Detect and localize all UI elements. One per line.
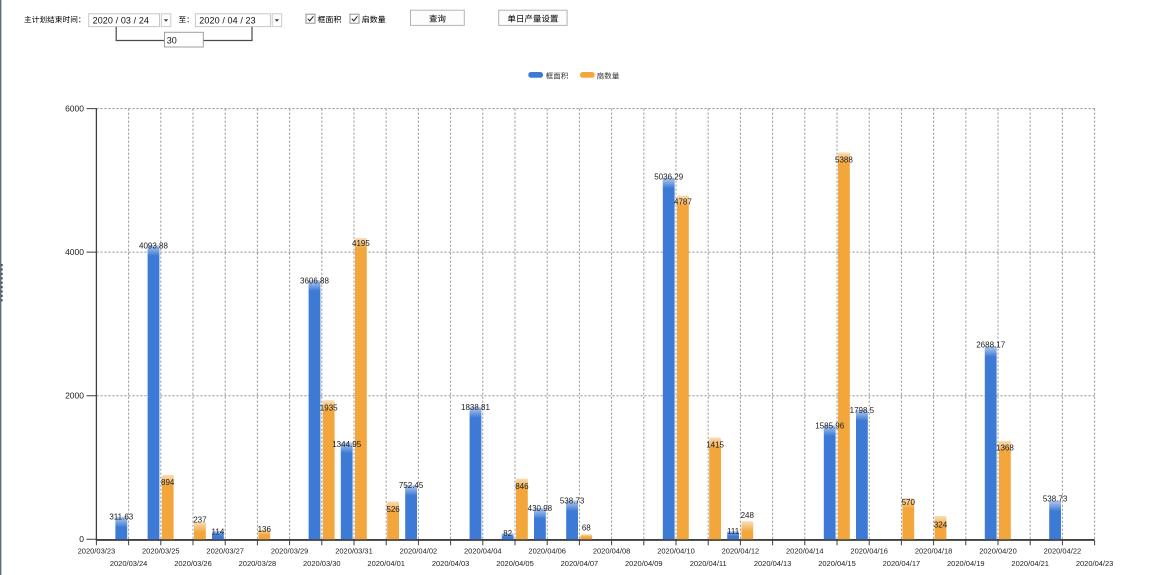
- svg-text:68: 68: [582, 524, 591, 533]
- svg-text:2020/04/03: 2020/04/03: [432, 559, 470, 568]
- svg-text:136: 136: [258, 525, 272, 534]
- svg-text:2020/04/11: 2020/04/11: [690, 559, 727, 568]
- svg-text:2020/03/27: 2020/03/27: [206, 547, 244, 556]
- svg-text:0: 0: [79, 534, 84, 544]
- svg-text:2020/03/23: 2020/03/23: [78, 547, 116, 556]
- svg-text:4000: 4000: [65, 247, 84, 257]
- svg-text:2020/04/19: 2020/04/19: [947, 559, 985, 568]
- svg-text:2020/04/18: 2020/04/18: [915, 547, 953, 556]
- svg-text:894: 894: [161, 478, 175, 487]
- svg-text:570: 570: [902, 498, 916, 507]
- svg-text:114: 114: [212, 527, 225, 536]
- svg-text:5388: 5388: [835, 156, 853, 165]
- svg-text:2020/04/15: 2020/04/15: [818, 559, 856, 568]
- svg-text:2020/04/14: 2020/04/14: [786, 547, 824, 556]
- svg-text:4787: 4787: [674, 198, 692, 207]
- svg-text:752.45: 752.45: [399, 481, 424, 490]
- svg-text:1415: 1415: [706, 441, 724, 450]
- svg-text:324: 324: [934, 520, 948, 529]
- svg-text:2020/03/24: 2020/03/24: [110, 559, 148, 568]
- svg-text:2020/04/01: 2020/04/01: [367, 559, 405, 568]
- svg-text:2020 / 03 / 24: 2020 / 03 / 24: [93, 15, 149, 25]
- svg-text:2020/04/16: 2020/04/16: [850, 547, 888, 556]
- svg-text:1368: 1368: [996, 444, 1014, 453]
- svg-text:2020/03/31: 2020/03/31: [335, 547, 373, 556]
- svg-text:846: 846: [515, 482, 529, 491]
- svg-text:2020/03/28: 2020/03/28: [239, 559, 277, 568]
- svg-text:2020/04/17: 2020/04/17: [883, 559, 921, 568]
- svg-text:2020/04/02: 2020/04/02: [400, 547, 438, 556]
- svg-text:5036.29: 5036.29: [654, 172, 683, 181]
- svg-text:538.73: 538.73: [1043, 494, 1068, 503]
- svg-text:2020/03/25: 2020/03/25: [142, 547, 180, 556]
- svg-text:2020/04/04: 2020/04/04: [464, 547, 502, 556]
- svg-text:2020/03/26: 2020/03/26: [174, 559, 212, 568]
- svg-text:3606.88: 3606.88: [300, 276, 329, 285]
- svg-text:237: 237: [193, 515, 207, 524]
- svg-text:2020/03/30: 2020/03/30: [303, 559, 341, 568]
- svg-text:4093.88: 4093.88: [139, 241, 168, 250]
- svg-text:2020/04/09: 2020/04/09: [625, 559, 663, 568]
- svg-text:2020/04/13: 2020/04/13: [754, 559, 792, 568]
- svg-text:4195: 4195: [352, 239, 370, 248]
- svg-text:1838.81: 1838.81: [461, 403, 490, 412]
- svg-text:82: 82: [503, 529, 512, 538]
- svg-text:1935: 1935: [320, 404, 338, 413]
- svg-text:2020/04/06: 2020/04/06: [528, 547, 566, 556]
- svg-text:2000: 2000: [65, 391, 84, 401]
- svg-text:538.73: 538.73: [560, 496, 585, 505]
- svg-text:2020/04/21: 2020/04/21: [1011, 559, 1049, 568]
- svg-text:2020/04/22: 2020/04/22: [1044, 547, 1082, 556]
- svg-text:2020/04/08: 2020/04/08: [593, 547, 631, 556]
- svg-text:2688.17: 2688.17: [976, 340, 1005, 349]
- svg-text:2020/04/10: 2020/04/10: [657, 547, 695, 556]
- svg-text:111: 111: [727, 527, 740, 536]
- svg-text:30: 30: [167, 35, 177, 45]
- svg-text:2020/04/07: 2020/04/07: [561, 559, 599, 568]
- svg-text:248: 248: [741, 511, 755, 520]
- svg-text:2020 / 04 / 23: 2020 / 04 / 23: [199, 15, 255, 25]
- svg-text:2020/03/29: 2020/03/29: [271, 547, 309, 556]
- svg-text:430.98: 430.98: [528, 504, 553, 513]
- svg-text:2020/04/12: 2020/04/12: [722, 547, 760, 556]
- svg-text:2020/04/20: 2020/04/20: [979, 547, 1017, 556]
- svg-text:1798.5: 1798.5: [850, 406, 875, 415]
- svg-text:311.63: 311.63: [109, 512, 133, 521]
- svg-text:1585.96: 1585.96: [815, 422, 844, 431]
- svg-text:526: 526: [386, 505, 400, 514]
- svg-text:2020/04/05: 2020/04/05: [496, 559, 534, 568]
- svg-text:6000: 6000: [65, 104, 84, 114]
- svg-text:1344.95: 1344.95: [332, 440, 361, 449]
- svg-text:2020/04/23: 2020/04/23: [1076, 559, 1114, 568]
